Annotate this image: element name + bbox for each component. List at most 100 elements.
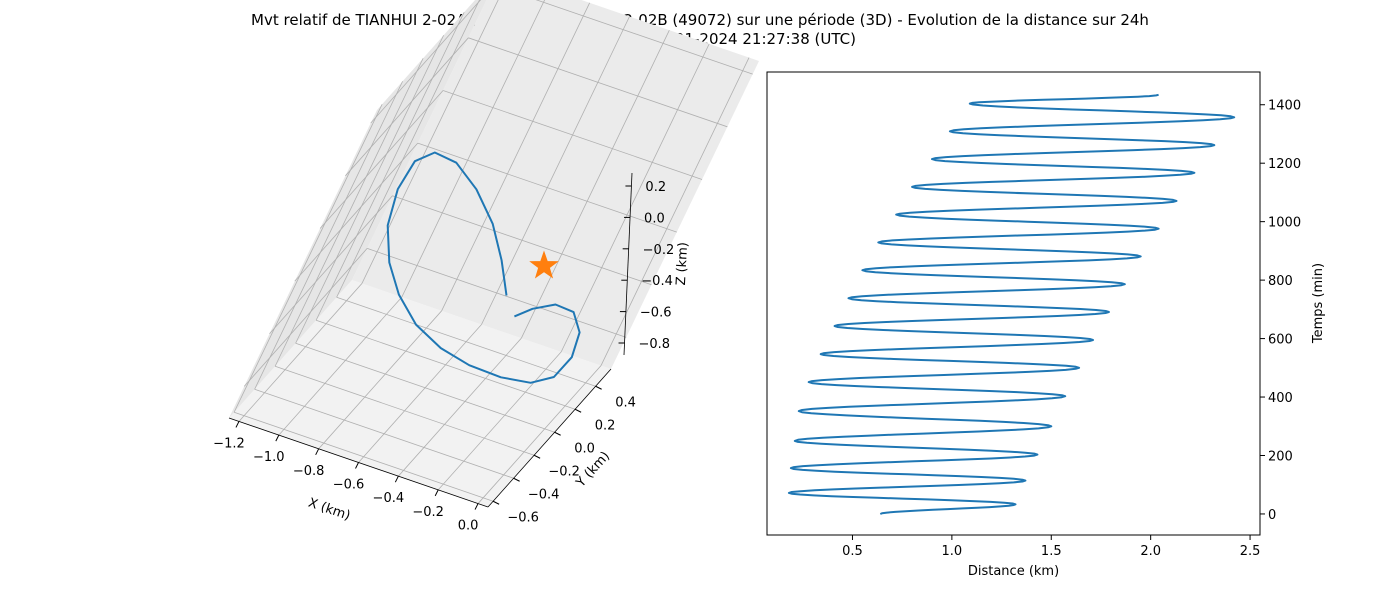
tick-x-3d <box>355 462 359 469</box>
tick-label-x: 2.5 <box>1240 544 1261 559</box>
tick-label-y: 600 <box>1268 333 1293 348</box>
grid-z-back <box>535 0 753 75</box>
tick-y-3d <box>595 385 602 390</box>
grid-x-back <box>560 43 710 353</box>
tick-label-x-3d: −1.2 <box>213 436 245 451</box>
x-axis-line-3d <box>228 417 489 508</box>
grid-y-floor <box>254 388 514 479</box>
grid-x-floor <box>278 296 403 436</box>
series-line-3d <box>386 151 581 384</box>
grid-z-back <box>468 37 728 128</box>
tick-label-y-3d: 0.4 <box>615 395 636 410</box>
tick-label-x-3d: −0.2 <box>412 505 444 520</box>
tick-label-x: 2.0 <box>1140 544 1161 559</box>
tick-label-y-3d: −0.2 <box>548 464 580 479</box>
grid-y-left <box>315 12 465 321</box>
grid-y-floor <box>233 411 494 502</box>
tick-label-x: 1.5 <box>1041 544 1062 559</box>
grid-z-left <box>345 37 469 177</box>
tick-label-y: 1000 <box>1268 216 1301 231</box>
tick-label-y: 400 <box>1268 391 1293 406</box>
grid-y-left <box>254 81 403 390</box>
grid-x-floor <box>318 310 442 450</box>
grid-y-left <box>274 58 424 367</box>
grid-z-left <box>243 248 368 387</box>
grid-y-left <box>295 35 444 344</box>
x-axis-label: Distance (km) <box>968 564 1059 579</box>
grid-x-floor <box>398 337 522 477</box>
tick-label-x-3d: 0.0 <box>458 519 479 534</box>
grid-y-left <box>336 0 480 298</box>
grid-y-floor <box>295 342 555 433</box>
series-line <box>787 93 1236 515</box>
tick-label-y-3d: −0.4 <box>528 487 560 502</box>
grid-z-left <box>370 0 481 124</box>
grid-z-left <box>319 90 444 229</box>
tick-label-z-3d: −0.2 <box>643 243 675 258</box>
tick-label-y-3d: 0.2 <box>595 418 616 433</box>
tick-y-3d <box>492 500 500 505</box>
grid-z-left <box>269 195 393 335</box>
tick-x-3d <box>434 489 439 497</box>
grid-y-floor <box>315 319 576 410</box>
grid-x-floor <box>437 351 562 491</box>
z-axis-line-3d <box>623 172 633 356</box>
z-axis-label-3d: Z (km) <box>674 242 691 286</box>
grid-z-back <box>367 248 627 338</box>
tick-label-z-3d: −0.4 <box>641 274 673 289</box>
tick-x-3d <box>315 448 320 456</box>
grid-z-back <box>417 142 677 233</box>
y-axis-label: Temps (min) <box>1311 263 1326 344</box>
axes-3d-data <box>386 151 581 384</box>
tick-label-y-3d: 0.0 <box>574 441 595 456</box>
grid-x-floor <box>477 365 602 504</box>
tick-label-z-3d: −0.6 <box>640 306 672 321</box>
grid-y-left <box>233 104 383 413</box>
tick-y-3d <box>533 454 541 459</box>
tick-label-y: 200 <box>1268 449 1293 464</box>
grid-z-back <box>392 195 652 286</box>
tick-label-z-3d: 0.0 <box>644 211 665 226</box>
grid-x-floor <box>238 283 363 422</box>
tick-label-z-3d: −0.8 <box>639 337 671 352</box>
grid-z-left <box>294 142 419 282</box>
tick-label-x-3d: −0.4 <box>373 491 405 506</box>
grid-x-back <box>441 2 591 311</box>
tick-label-x-3d: −0.8 <box>293 464 325 479</box>
star-marker <box>529 250 559 279</box>
grid-y-floor <box>336 296 596 387</box>
tick-y-3d <box>574 408 582 413</box>
tick-label-x: 0.5 <box>842 544 863 559</box>
plot-frame <box>766 71 1261 536</box>
axes-2d: 0.5 1.0 1.5 2.0 2.5 0 200 400 600 800 1000 1200 1400… <box>766 71 1326 579</box>
tick-label-x-3d: −0.6 <box>333 478 365 493</box>
axes-3d-ticks: −1.2 −1.0 −0.8 −0.6 −0.4 −0.2 0.0 −0.6 −0.4 −0.2 0… <box>213 172 675 534</box>
y-axis-line-3d <box>487 368 612 508</box>
tick-y-3d <box>554 431 561 436</box>
tick-label-y: 1400 <box>1268 99 1301 114</box>
grid-x-floor <box>358 324 482 463</box>
tick-y-3d <box>513 477 520 482</box>
tick-label-y: 0 <box>1268 508 1276 523</box>
axes-3d: −1.2 −1.0 −0.8 −0.6 −0.4 −0.2 0.0 −0.6 −0.4 −0.2 0… <box>213 0 759 534</box>
pane-left <box>229 0 487 418</box>
grid-y-floor <box>274 365 535 456</box>
tick-label-y: 800 <box>1268 274 1293 289</box>
grid-z-back <box>442 90 703 180</box>
grid-x-back <box>520 30 670 339</box>
tick-label-x: 1.0 <box>942 544 963 559</box>
tick-x-3d <box>474 503 479 510</box>
axes-3d-grid <box>233 0 753 504</box>
grid-x-back <box>401 0 546 298</box>
tick-label-y-3d: −0.6 <box>507 510 539 525</box>
axes-2d-data <box>787 93 1236 515</box>
tick-label-y: 1200 <box>1268 157 1301 172</box>
grid-x-back <box>481 16 630 325</box>
tick-x-3d <box>235 421 240 428</box>
tick-label-z-3d: 0.2 <box>645 180 666 195</box>
tick-x-3d <box>394 475 399 483</box>
tick-label-x-3d: −1.0 <box>253 450 285 465</box>
tick-x-3d <box>275 434 280 442</box>
figure-title-line1: Mvt relatif de TIANHUI 2-02A (49071) vs … <box>251 11 1149 29</box>
